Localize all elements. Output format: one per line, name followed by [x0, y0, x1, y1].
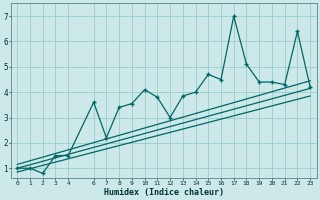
X-axis label: Humidex (Indice chaleur): Humidex (Indice chaleur) — [104, 188, 224, 197]
